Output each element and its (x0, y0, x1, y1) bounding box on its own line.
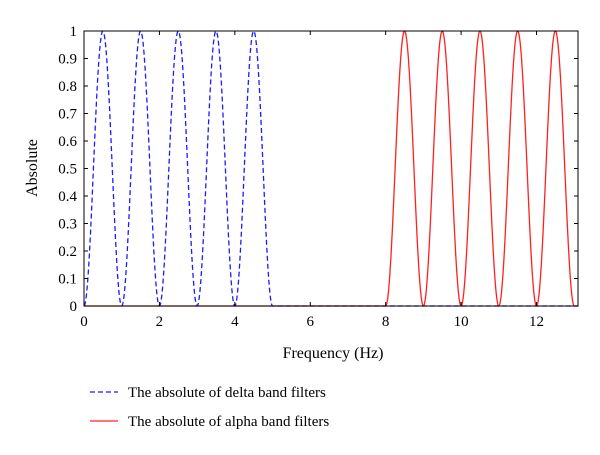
y-tick-label: 0.1 (58, 272, 77, 288)
y-tick-label: 0.2 (58, 244, 77, 260)
legend-label-alpha: The absolute of alpha band filters (128, 414, 329, 430)
legend-label-delta: The absolute of delta band filters (128, 385, 326, 401)
y-tick-label: 0.4 (58, 189, 77, 205)
y-tick-label: 0.3 (58, 217, 77, 233)
y-tick-label: 1 (70, 24, 78, 40)
plot-lines (83, 30, 578, 307)
x-axis-label: Frequency (Hz) (283, 345, 384, 362)
y-tick-label: 0.7 (58, 107, 77, 123)
x-tick-label: 4 (231, 314, 239, 330)
y-axis-label: Absolute (24, 139, 41, 197)
x-tick-label: 8 (382, 314, 390, 330)
x-tick-label: 0 (80, 314, 88, 330)
legend: The absolute of delta band filters The a… (90, 385, 329, 430)
y-tick-label: 0.8 (58, 79, 77, 95)
x-tick-label: 6 (307, 314, 315, 330)
x-tick-label: 2 (156, 314, 164, 330)
x-tick-label: 12 (529, 314, 544, 330)
series-line-alpha (84, 30, 578, 307)
y-tick-label: 0.5 (58, 162, 77, 178)
ticks: 0 2 4 6 8 10 12 0 0.1 0.2 0.3 0.4 0.5 0.6 0.7 0.8 0.9 1 (58, 24, 578, 330)
y-tick-label: 0.6 (58, 134, 77, 150)
y-tick-label: 0.9 (58, 52, 77, 68)
y-tick-label: 0 (70, 299, 78, 315)
x-tick-label: 10 (454, 314, 469, 330)
